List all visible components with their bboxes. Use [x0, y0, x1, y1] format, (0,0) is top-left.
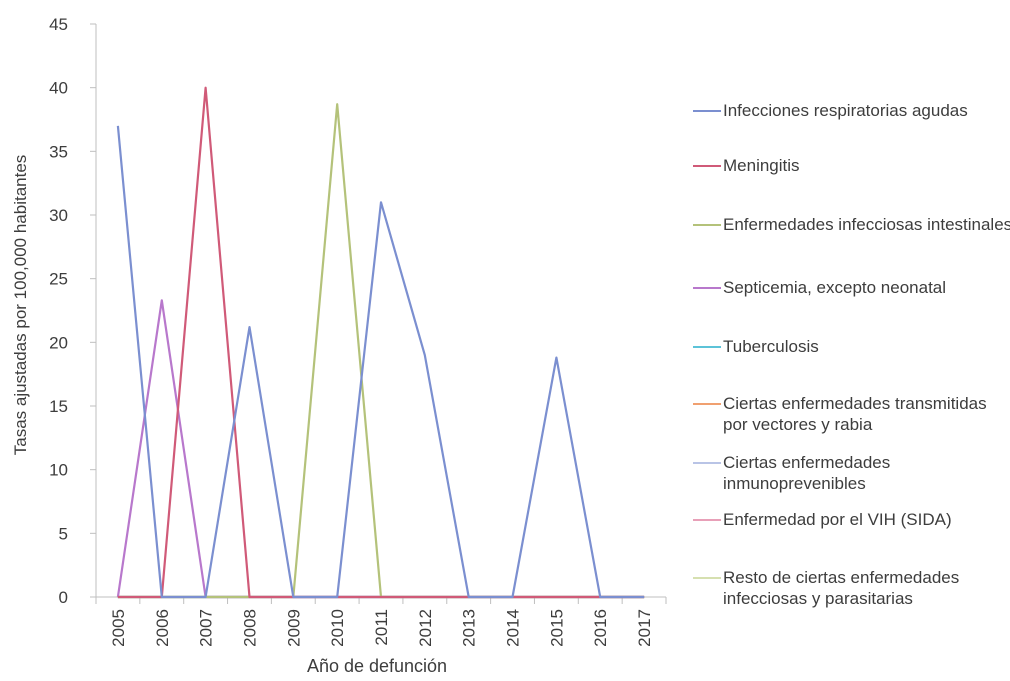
x-axis-label: Año de defunción — [307, 656, 447, 676]
x-tick-label: 2011 — [372, 609, 391, 646]
x-tick-label: 2005 — [109, 609, 128, 647]
series-line-1 — [117, 86, 645, 599]
y-tick-label: 10 — [49, 461, 68, 480]
y-tick-label: 5 — [59, 524, 68, 543]
legend-swatch — [693, 287, 721, 289]
x-tick-label: 2006 — [153, 609, 172, 647]
legend-item: Ciertas enfermedades transmitidas por ve… — [693, 393, 1010, 435]
series-lines — [116, 86, 645, 599]
legend-label: Resto de ciertas enfermedades infecciosa… — [723, 568, 960, 608]
legend-swatch — [693, 519, 721, 521]
y-axis-ticks: 0 5 10 15 20 25 30 35 40 45 — [49, 15, 96, 607]
y-tick-label: 40 — [49, 79, 68, 98]
legend-swatch — [693, 577, 721, 579]
x-tick-label: 2014 — [504, 609, 523, 647]
legend-item: Enfermedades infecciosas intestinales — [693, 214, 1010, 235]
y-tick-label: 0 — [59, 588, 68, 607]
x-tick-label: 2016 — [591, 609, 610, 647]
legend-label: Enfermedad por el VIH (SIDA) — [723, 510, 952, 529]
legend-item: Infecciones respiratorias agudas — [693, 100, 1010, 121]
legend-item: Resto de ciertas enfermedades infecciosa… — [693, 567, 1010, 609]
legend-swatch — [693, 346, 721, 348]
legend-swatch — [693, 110, 721, 112]
series-line-0 — [116, 125, 645, 599]
legend-item: Enfermedad por el VIH (SIDA) — [693, 509, 1010, 530]
legend-swatch — [693, 462, 721, 464]
x-axis-ticks: 2005 2006 2007 2008 2009 2010 2011 2012 2013 2014… — [95, 597, 667, 647]
y-tick-label: 45 — [49, 15, 68, 34]
y-tick-label: 30 — [49, 206, 68, 225]
y-tick-label: 20 — [49, 333, 68, 352]
legend-item: Septicemia, excepto neonatal — [693, 277, 1010, 298]
y-tick-label: 15 — [49, 397, 68, 416]
legend-swatch — [693, 403, 721, 405]
legend-item: Meningitis — [693, 155, 1010, 176]
x-tick-label: 2007 — [197, 609, 216, 647]
x-tick-label: 2017 — [635, 609, 654, 647]
legend: Infecciones respiratorias agudas Meningit… — [693, 0, 1010, 681]
legend-label: Infecciones respiratorias agudas — [723, 101, 968, 120]
x-tick-label: 2009 — [284, 609, 303, 647]
x-tick-label: 2012 — [416, 609, 435, 647]
legend-label: Ciertas enfermedades transmitidas por ve… — [723, 394, 987, 434]
x-tick-label: 2013 — [460, 609, 479, 647]
x-tick-label: 2010 — [328, 609, 347, 647]
legend-item: Ciertas enfermedades inmunoprevenibles — [693, 452, 1010, 494]
legend-label: Ciertas enfermedades inmunoprevenibles — [723, 453, 891, 493]
legend-label: Enfermedades infecciosas intestinales — [723, 215, 1010, 234]
y-tick-label: 25 — [49, 270, 68, 289]
series-line-3 — [116, 299, 645, 599]
legend-swatch — [693, 224, 721, 226]
legend-swatch — [693, 165, 721, 167]
legend-item: Tuberculosis — [693, 336, 1010, 357]
legend-label: Septicemia, excepto neonatal — [723, 278, 947, 297]
legend-label: Meningitis — [723, 156, 800, 175]
y-axis-label: Tasas ajustadas por 100,000 habitantes — [11, 155, 30, 456]
x-tick-label: 2015 — [547, 609, 566, 647]
y-tick-label: 35 — [49, 142, 68, 161]
x-tick-label: 2008 — [240, 609, 259, 647]
legend-label: Tuberculosis — [723, 337, 819, 356]
